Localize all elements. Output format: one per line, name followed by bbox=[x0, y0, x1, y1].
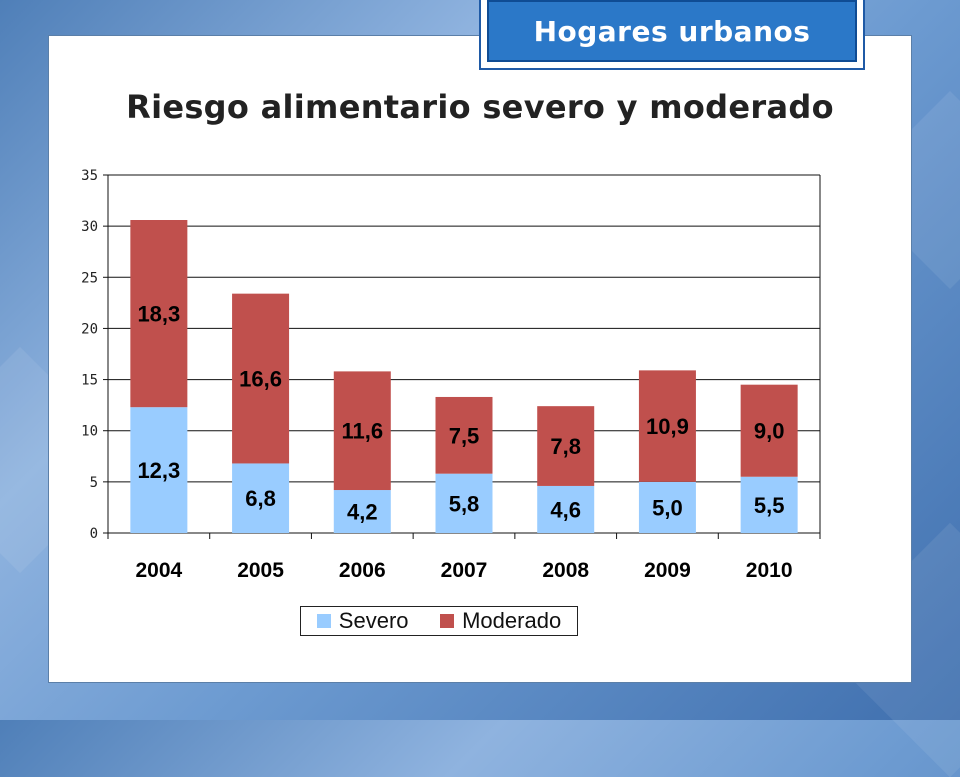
legend-label-moderado: Moderado bbox=[462, 608, 562, 633]
bar-moderado bbox=[232, 293, 290, 464]
legend-item-moderado: Moderado bbox=[440, 608, 561, 634]
data-label-moderado: 16,6 bbox=[239, 367, 282, 392]
data-label-moderado: 11,6 bbox=[341, 419, 383, 444]
x-tick-label: 2006 bbox=[339, 559, 386, 582]
stacked-bar-chart: 0 5 10 15 20 25 30 35 12,3 18,3 2004 6,8 16,6 2005 4,2… bbox=[81, 168, 821, 582]
legend-label-severo: Severo bbox=[338, 608, 409, 633]
legend-swatch-moderado bbox=[440, 614, 455, 628]
bar-moderado bbox=[638, 370, 696, 482]
bar-moderado bbox=[740, 384, 798, 477]
data-label-moderado: 7,5 bbox=[449, 423, 480, 448]
data-label-moderado: 7,8 bbox=[550, 434, 581, 459]
x-tick-label: 2010 bbox=[746, 559, 793, 582]
x-tick-label: 2008 bbox=[542, 559, 589, 582]
bar-severo bbox=[435, 473, 493, 533]
legend-swatch-severo bbox=[316, 614, 331, 628]
section-tag-inner: Hogares urbanos bbox=[487, 0, 857, 62]
x-tick-label: 2009 bbox=[644, 559, 691, 582]
data-label-severo: 12,3 bbox=[137, 458, 180, 483]
y-tick-label: 25 bbox=[81, 270, 98, 286]
bar-moderado bbox=[537, 406, 595, 486]
y-tick-label: 0 bbox=[90, 526, 98, 542]
section-tag: Hogares urbanos bbox=[479, 0, 865, 70]
bar-moderado bbox=[435, 396, 493, 474]
bar-severo bbox=[333, 490, 391, 533]
bar-moderado bbox=[130, 220, 188, 408]
data-label-severo: 5,5 bbox=[754, 493, 785, 518]
data-label-moderado: 10,9 bbox=[646, 414, 689, 439]
bar-severo bbox=[740, 476, 798, 533]
data-label-severo: 6,8 bbox=[245, 486, 276, 511]
bar-severo bbox=[232, 463, 290, 533]
chart-legend: Severo Moderado bbox=[300, 606, 578, 636]
bar-severo bbox=[130, 407, 188, 533]
y-tick-label: 20 bbox=[81, 321, 98, 337]
chart-title: Riesgo alimentario severo y moderado bbox=[126, 88, 834, 126]
data-label-moderado: 9,0 bbox=[754, 419, 785, 444]
legend-item-severo: Severo bbox=[316, 608, 409, 634]
y-tick-label: 15 bbox=[81, 373, 98, 389]
x-tick-label: 2007 bbox=[441, 559, 488, 582]
bar-severo bbox=[638, 481, 696, 533]
slide-panel bbox=[48, 35, 912, 683]
x-tick-label: 2004 bbox=[135, 559, 182, 582]
data-label-severo: 4,6 bbox=[550, 497, 581, 522]
y-tick-label: 35 bbox=[81, 168, 98, 184]
data-label-severo: 5,8 bbox=[449, 491, 480, 516]
data-label-severo: 5,0 bbox=[652, 495, 683, 520]
bar-severo bbox=[537, 485, 595, 533]
y-tick-label: 10 bbox=[81, 424, 98, 440]
data-label-moderado: 18,3 bbox=[137, 302, 180, 327]
x-tick-label: 2005 bbox=[237, 559, 284, 582]
y-tick-label: 30 bbox=[81, 219, 98, 235]
data-label-severo: 4,2 bbox=[347, 500, 378, 525]
section-tag-label: Hogares urbanos bbox=[533, 14, 811, 48]
bar-moderado bbox=[333, 371, 391, 491]
y-tick-label: 5 bbox=[90, 475, 98, 491]
